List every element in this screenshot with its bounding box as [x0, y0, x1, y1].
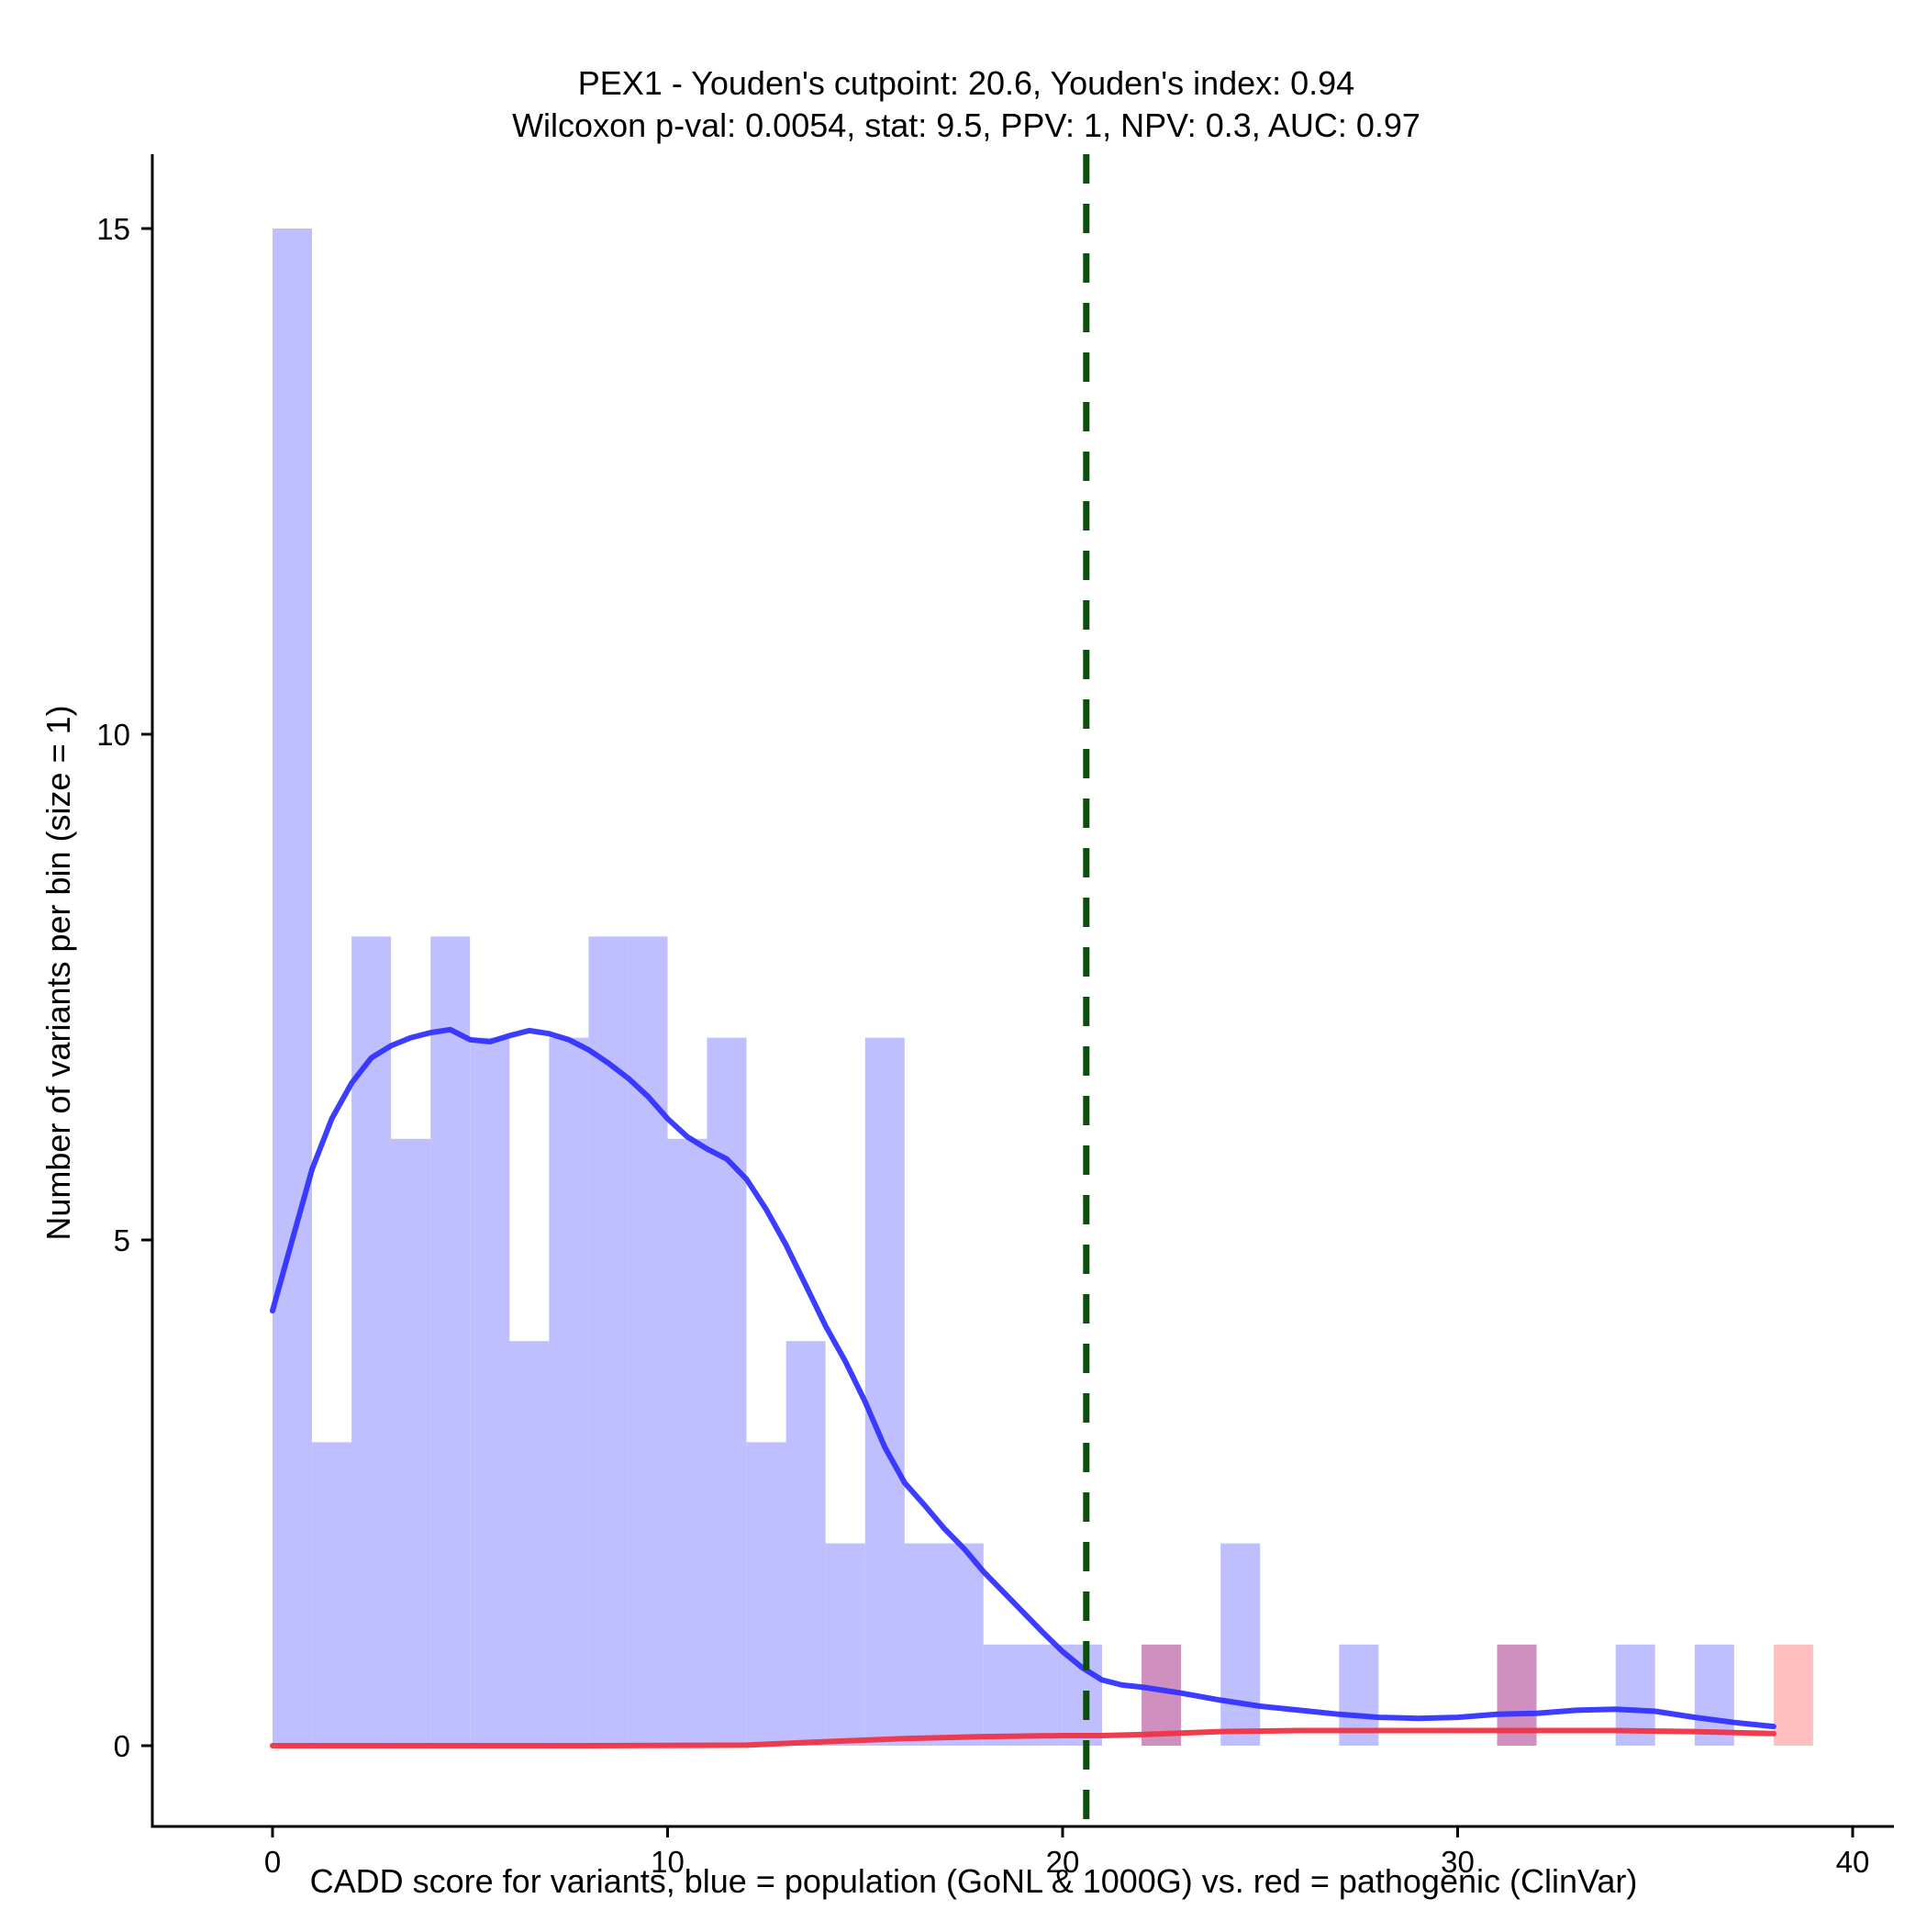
- pathogenic-bar-x22: [1142, 1644, 1182, 1746]
- population-bar-x10: [667, 1138, 707, 1746]
- population-bar-x4: [430, 936, 471, 1746]
- y-tick-label-15: 15: [96, 212, 130, 246]
- population-bar-x16: [904, 1543, 944, 1746]
- population-bar-x6: [509, 1341, 550, 1746]
- population-bar-x24: [1220, 1543, 1261, 1746]
- population-bar-x19: [1022, 1644, 1063, 1746]
- axes: 0 10 20 30 40 0 5 10 15: [96, 154, 1894, 1879]
- x-tick-label-10: 10: [651, 1845, 685, 1879]
- x-tick-label-40: 40: [1836, 1845, 1870, 1879]
- population-bar-x14: [825, 1543, 865, 1746]
- population-bar-x9: [628, 936, 668, 1746]
- population-bar-x20: [1063, 1644, 1102, 1746]
- population-bar-x36: [1694, 1644, 1734, 1746]
- y-tick-label-0: 0: [114, 1729, 130, 1763]
- x-tick-label-30: 30: [1441, 1845, 1475, 1879]
- population-bar-x8: [588, 936, 629, 1746]
- population-bar-x0: [273, 229, 312, 1746]
- histogram-bars: [273, 229, 1813, 1746]
- y-tick-label-10: 10: [96, 718, 130, 752]
- y-tick-label-5: 5: [114, 1223, 130, 1257]
- population-bar-x7: [549, 1037, 589, 1746]
- pathogenic-density-line: [270, 1727, 1777, 1748]
- population-bar-x17: [943, 1543, 984, 1746]
- population-bar-x18: [983, 1644, 1023, 1746]
- population-bar-x1: [312, 1442, 352, 1746]
- population-bar-x22: [1142, 1644, 1182, 1746]
- population-density-line: [270, 1026, 1777, 1730]
- x-tick-label-20: 20: [1046, 1845, 1080, 1879]
- population-bar-x11: [707, 1037, 747, 1746]
- x-tick-label-0: 0: [264, 1845, 281, 1879]
- x-axis-title: CADD score for variants, blue = populati…: [310, 1862, 1638, 1900]
- population-bar-x13: [785, 1341, 826, 1746]
- density-curves: [270, 1026, 1777, 1748]
- population-bar-x5: [470, 1037, 510, 1746]
- chart-title-line-1: PEX1 - Youden's cutpoint: 20.6, Youden's…: [578, 64, 1354, 102]
- pathogenic-bar-x38: [1773, 1644, 1813, 1746]
- population-bar-x15: [864, 1037, 905, 1746]
- population-bar-x12: [746, 1442, 786, 1746]
- y-axis-title: Number of variants per bin (size = 1): [39, 705, 77, 1240]
- chart-title: PEX1 - Youden's cutpoint: 20.6, Youden's…: [512, 64, 1420, 144]
- chart-title-line-2: Wilcoxon p-val: 0.0054, stat: 9.5, PPV: …: [512, 106, 1420, 144]
- population-bar-x3: [391, 1138, 431, 1746]
